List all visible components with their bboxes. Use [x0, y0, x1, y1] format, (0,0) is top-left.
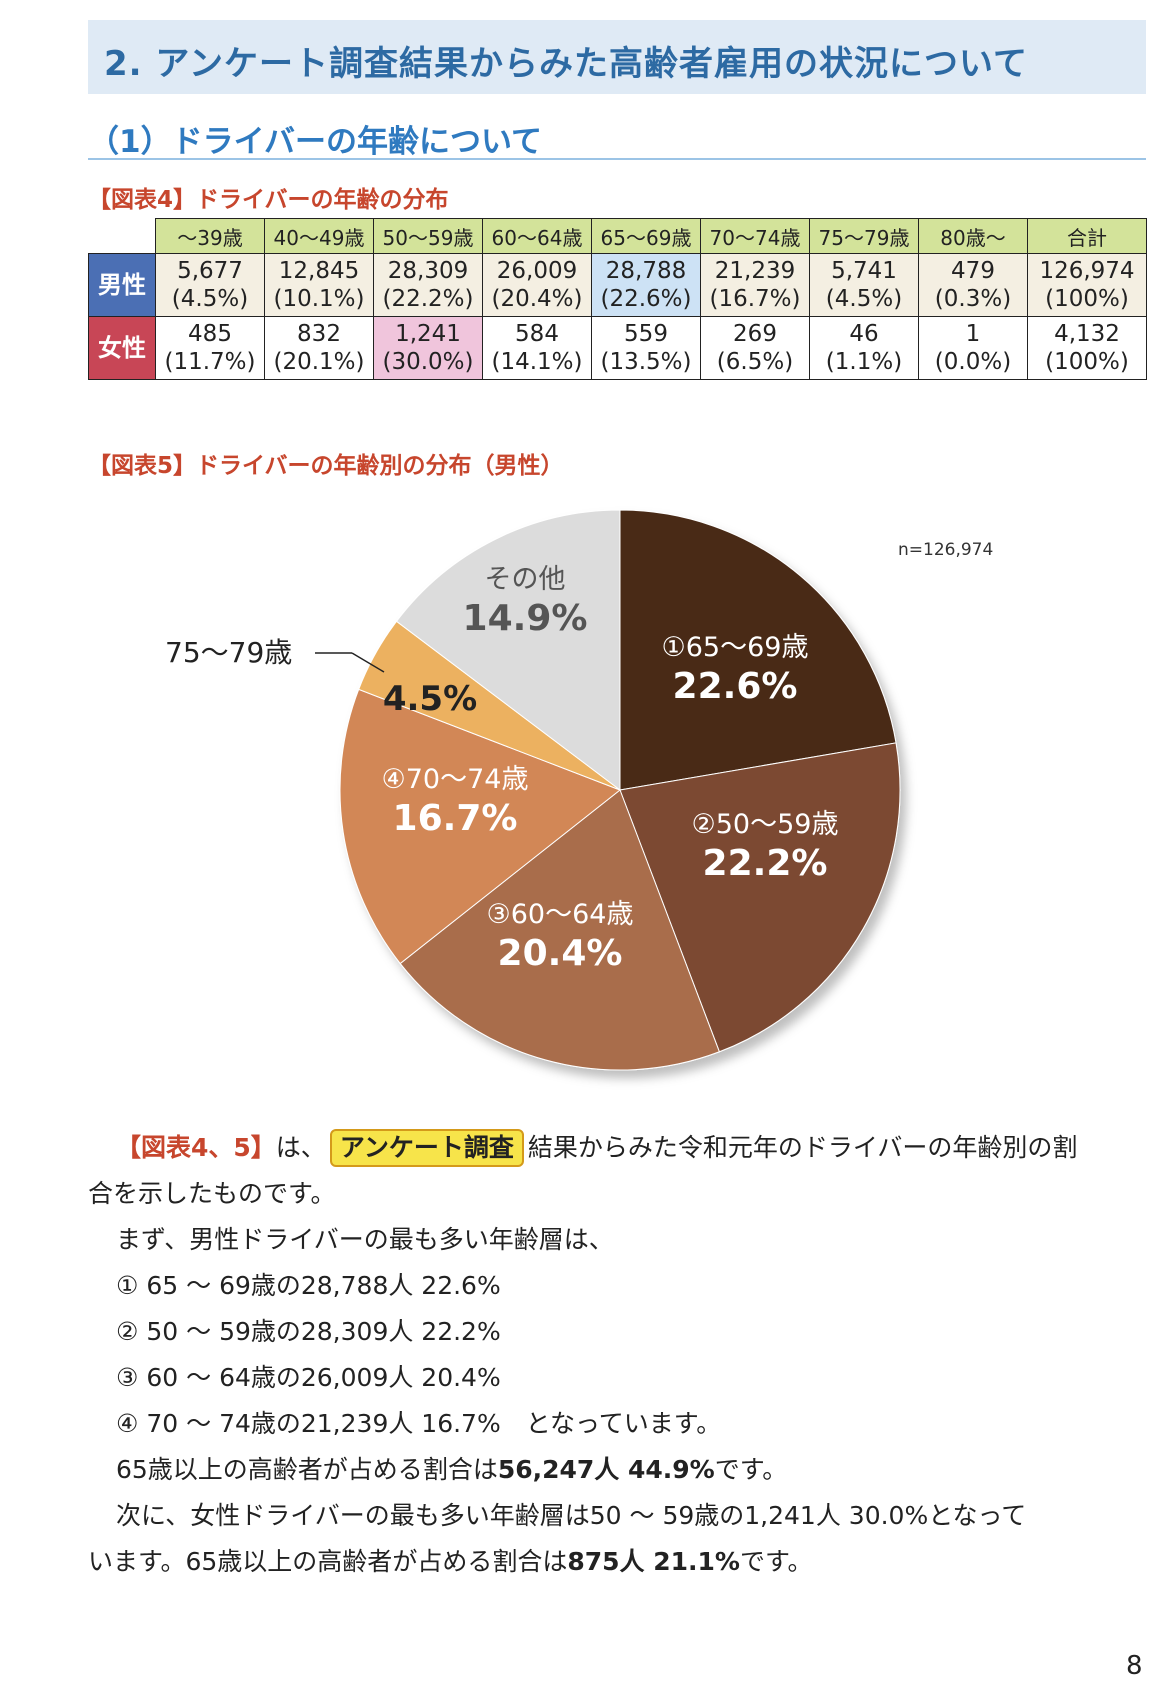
- table-cell: 1 (0.0%): [918, 316, 1028, 380]
- paragraph-4: 次に、女性ドライバーの最も多い年齢層は50 ～ 59歳の1,241人 30.0%…: [116, 1501, 1027, 1530]
- table-cell-highlight: 28,788 (22.6%): [591, 253, 701, 317]
- survey-badge: アンケート調査: [329, 1129, 524, 1167]
- table-cell: 28,309 (22.2%): [373, 253, 483, 317]
- table-header-cell: 75～79歳: [809, 218, 919, 254]
- list-item: ① 65 ～ 69歳の28,788人 22.6%: [116, 1271, 501, 1300]
- slice-label: 75～79歳: [165, 636, 292, 669]
- table-cell: 584 (14.1%): [482, 316, 592, 380]
- table-cell-total: 4,132 (100%): [1027, 316, 1147, 380]
- table-header-cell: 50～59歳: [373, 218, 483, 254]
- table-cell: 26,009 (20.4%): [482, 253, 592, 317]
- slice-value-label: 22.2%: [703, 843, 828, 884]
- pie-slice: [619, 742, 901, 1053]
- row-label-male: 男性: [88, 253, 156, 317]
- row-label-female: 女性: [88, 316, 156, 380]
- fig4-title: 【図表4】ドライバーの年齢の分布: [88, 187, 449, 213]
- slice-label: ③60～64歳: [487, 899, 634, 930]
- pie-slice: [395, 509, 621, 792]
- list-item: ④ 70 ～ 74歳の21,239人 16.7% となっています。: [116, 1409, 722, 1438]
- list-item: ③ 60 ～ 64歳の26,009人 20.4%: [116, 1363, 501, 1392]
- sample-size-note: n=126,974: [898, 540, 994, 560]
- callout-line: [351, 652, 385, 673]
- slice-value-label: 14.9%: [463, 598, 588, 639]
- page-number: 8: [1126, 1651, 1143, 1681]
- table-header-cell: ～39歳: [155, 218, 265, 254]
- paragraph-1-cont: 合を示したものです。: [88, 1179, 336, 1208]
- table-header-row: ～39歳 40～49歳 50～59歳 60～64歳 65～69歳 70～74歳 …: [89, 218, 1147, 254]
- table-cell: 559 (13.5%): [591, 316, 701, 380]
- body-text: 【図表4、5】は、 アンケート調査 結果からみた令和元年のドライバーの年齢別の割 合…: [88, 1125, 1148, 1585]
- table-cell-highlight: 1,241 (30.0%): [373, 316, 483, 380]
- slice-value-label: 16.7%: [393, 798, 518, 839]
- chapter-title: 2. アンケート調査結果からみた高齢者雇用の状況について: [104, 44, 1029, 84]
- chapter-banner: 2. アンケート調査結果からみた高齢者雇用の状況について: [88, 20, 1146, 94]
- pie-slice: [339, 688, 621, 965]
- table-header-cell: 40～49歳: [264, 218, 374, 254]
- table-cell: 479 (0.3%): [918, 253, 1028, 317]
- slice-label: ②50～59歳: [692, 809, 839, 840]
- slice-label: その他: [485, 564, 566, 595]
- table-cell: 46 (1.1%): [809, 316, 919, 380]
- list-item: ② 50 ～ 59歳の28,309人 22.2%: [116, 1317, 501, 1346]
- table-header-cell: 合計: [1027, 218, 1147, 254]
- table-cell: 5,741 (4.5%): [809, 253, 919, 317]
- section-title: （1）ドライバーの年齢について: [88, 116, 1146, 160]
- table-cell-total: 126,974 (100%): [1027, 253, 1147, 317]
- slice-value-label: 4.5%: [383, 679, 477, 719]
- table-cell: 21,239 (16.7%): [700, 253, 810, 317]
- pie-slice: [399, 789, 721, 1071]
- slice-label: ①65～69歳: [662, 632, 809, 663]
- table-header-cell: 70～74歳: [700, 218, 810, 254]
- table-row-female: 女性 485 (11.7%) 832 (20.1%) 1,241 (30.0%) 58…: [88, 316, 1147, 380]
- paragraph-4-cont: います。65歳以上の高齢者が占める割合は875人 21.1%です。: [88, 1547, 813, 1576]
- figure-reference: 【図表4、5】: [116, 1133, 276, 1162]
- table-header-cell: 65～69歳: [591, 218, 701, 254]
- slice-value-label: 22.6%: [673, 666, 798, 707]
- table-header-cell: 80歳～: [918, 218, 1028, 254]
- age-distribution-table: ～39歳 40～49歳 50～59歳 60～64歳 65～69歳 70～74歳 …: [88, 218, 1147, 380]
- slice-label: ④70～74歳: [382, 764, 529, 795]
- pie-slice: [619, 509, 897, 791]
- fig5-title: 【図表5】ドライバーの年齢別の分布（男性）: [88, 453, 564, 479]
- paragraph-3: 65歳以上の高齢者が占める割合は56,247人 44.9%です。: [116, 1455, 788, 1484]
- table-cell: 485 (11.7%): [155, 316, 265, 380]
- table-cell: 269 (6.5%): [700, 316, 810, 380]
- paragraph-1: 【図表4、5】は、 アンケート調査 結果からみた令和元年のドライバーの年齢別の割: [88, 1125, 1148, 1171]
- table-cell: 832 (20.1%): [264, 316, 374, 380]
- slice-value-label: 20.4%: [498, 933, 623, 974]
- paragraph-2: まず、男性ドライバーの最も多い年齢層は、: [116, 1225, 614, 1254]
- table-row-male: 男性 5,677 (4.5%) 12,845 (10.1%) 28,309 (22.2…: [88, 253, 1147, 317]
